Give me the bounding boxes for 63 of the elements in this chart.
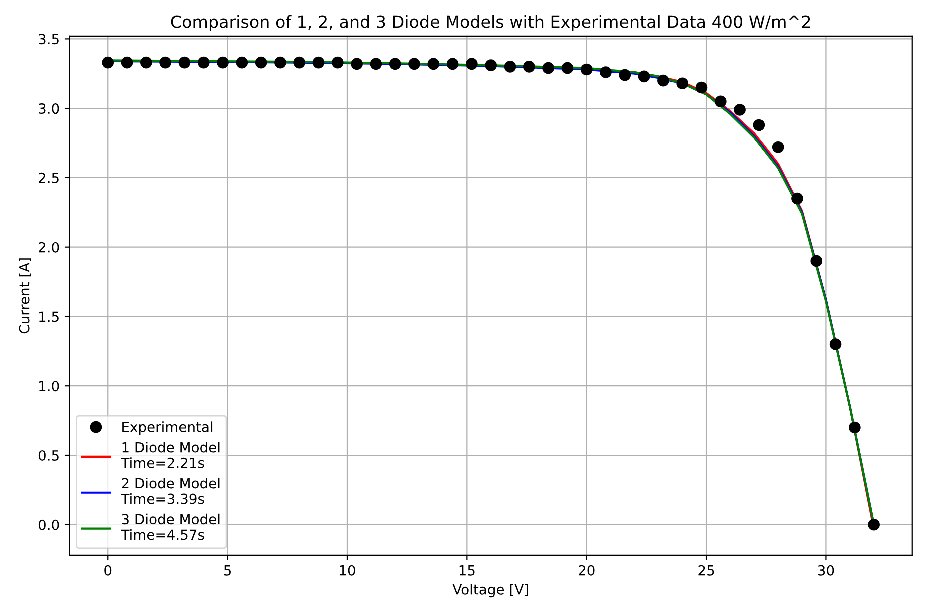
x-tick-label: 30 <box>818 565 834 576</box>
legend-label: 3 Diode Model Time=4.57s <box>121 514 220 540</box>
y-tick-label: 3.5 <box>39 34 59 45</box>
x-tick-label: 25 <box>698 565 714 576</box>
y-tick-label: 0.5 <box>38 450 59 461</box>
point <box>600 66 612 78</box>
point <box>370 58 382 70</box>
point <box>160 56 172 69</box>
point <box>446 58 459 70</box>
legend-label: Experimental <box>122 422 213 436</box>
point <box>792 192 804 205</box>
point <box>102 56 114 69</box>
point <box>485 60 498 72</box>
point <box>274 56 286 69</box>
point <box>714 96 727 108</box>
point <box>236 56 248 69</box>
x-axis-title: Voltage [V] <box>452 584 528 598</box>
point <box>504 61 516 73</box>
y-axis-title: Current [A] <box>19 258 32 334</box>
point <box>696 82 708 94</box>
point <box>734 104 746 116</box>
x-tick-label: 20 <box>579 565 595 576</box>
y-tick-label: 3.0 <box>39 104 60 114</box>
point <box>332 56 344 69</box>
chart-title: Comparison of 1, 2, and 3 Diode Models with Experimental Data 400 W/m^2 <box>171 15 810 32</box>
point <box>294 56 306 69</box>
point <box>140 56 152 69</box>
point <box>638 70 650 83</box>
point <box>753 119 766 132</box>
point <box>830 338 842 350</box>
point <box>312 56 325 69</box>
x-tick-label: 10 <box>340 565 356 576</box>
y-tick-label: 0.0 <box>38 520 60 530</box>
x-tick-label: 5 <box>224 566 232 576</box>
point <box>658 74 670 87</box>
point <box>580 64 593 76</box>
y-tick-label: 1.0 <box>40 381 60 392</box>
point <box>542 62 554 74</box>
point <box>428 58 440 70</box>
point <box>849 422 861 434</box>
point <box>389 58 402 70</box>
point <box>351 58 363 70</box>
point <box>178 56 191 69</box>
point <box>255 56 268 69</box>
point <box>121 56 134 69</box>
point <box>772 142 784 154</box>
x-tick-label: 15 <box>460 566 475 576</box>
point <box>619 69 632 82</box>
y-tick-label: 2.0 <box>39 242 60 253</box>
point <box>523 61 536 73</box>
point <box>868 518 880 531</box>
point <box>217 56 229 69</box>
point <box>408 58 420 70</box>
point <box>198 56 210 69</box>
point <box>810 255 823 268</box>
point <box>676 78 688 90</box>
y-tick-label: 2.5 <box>39 172 59 184</box>
legend-label: 2 Diode Model Time=3.39s <box>121 478 220 504</box>
point <box>562 62 574 74</box>
legend-label: 1 Diode Model Time=2.21s <box>121 442 220 468</box>
x-tick-label: 0 <box>104 565 112 576</box>
point <box>466 58 478 70</box>
y-tick-label: 1.5 <box>40 312 59 322</box>
